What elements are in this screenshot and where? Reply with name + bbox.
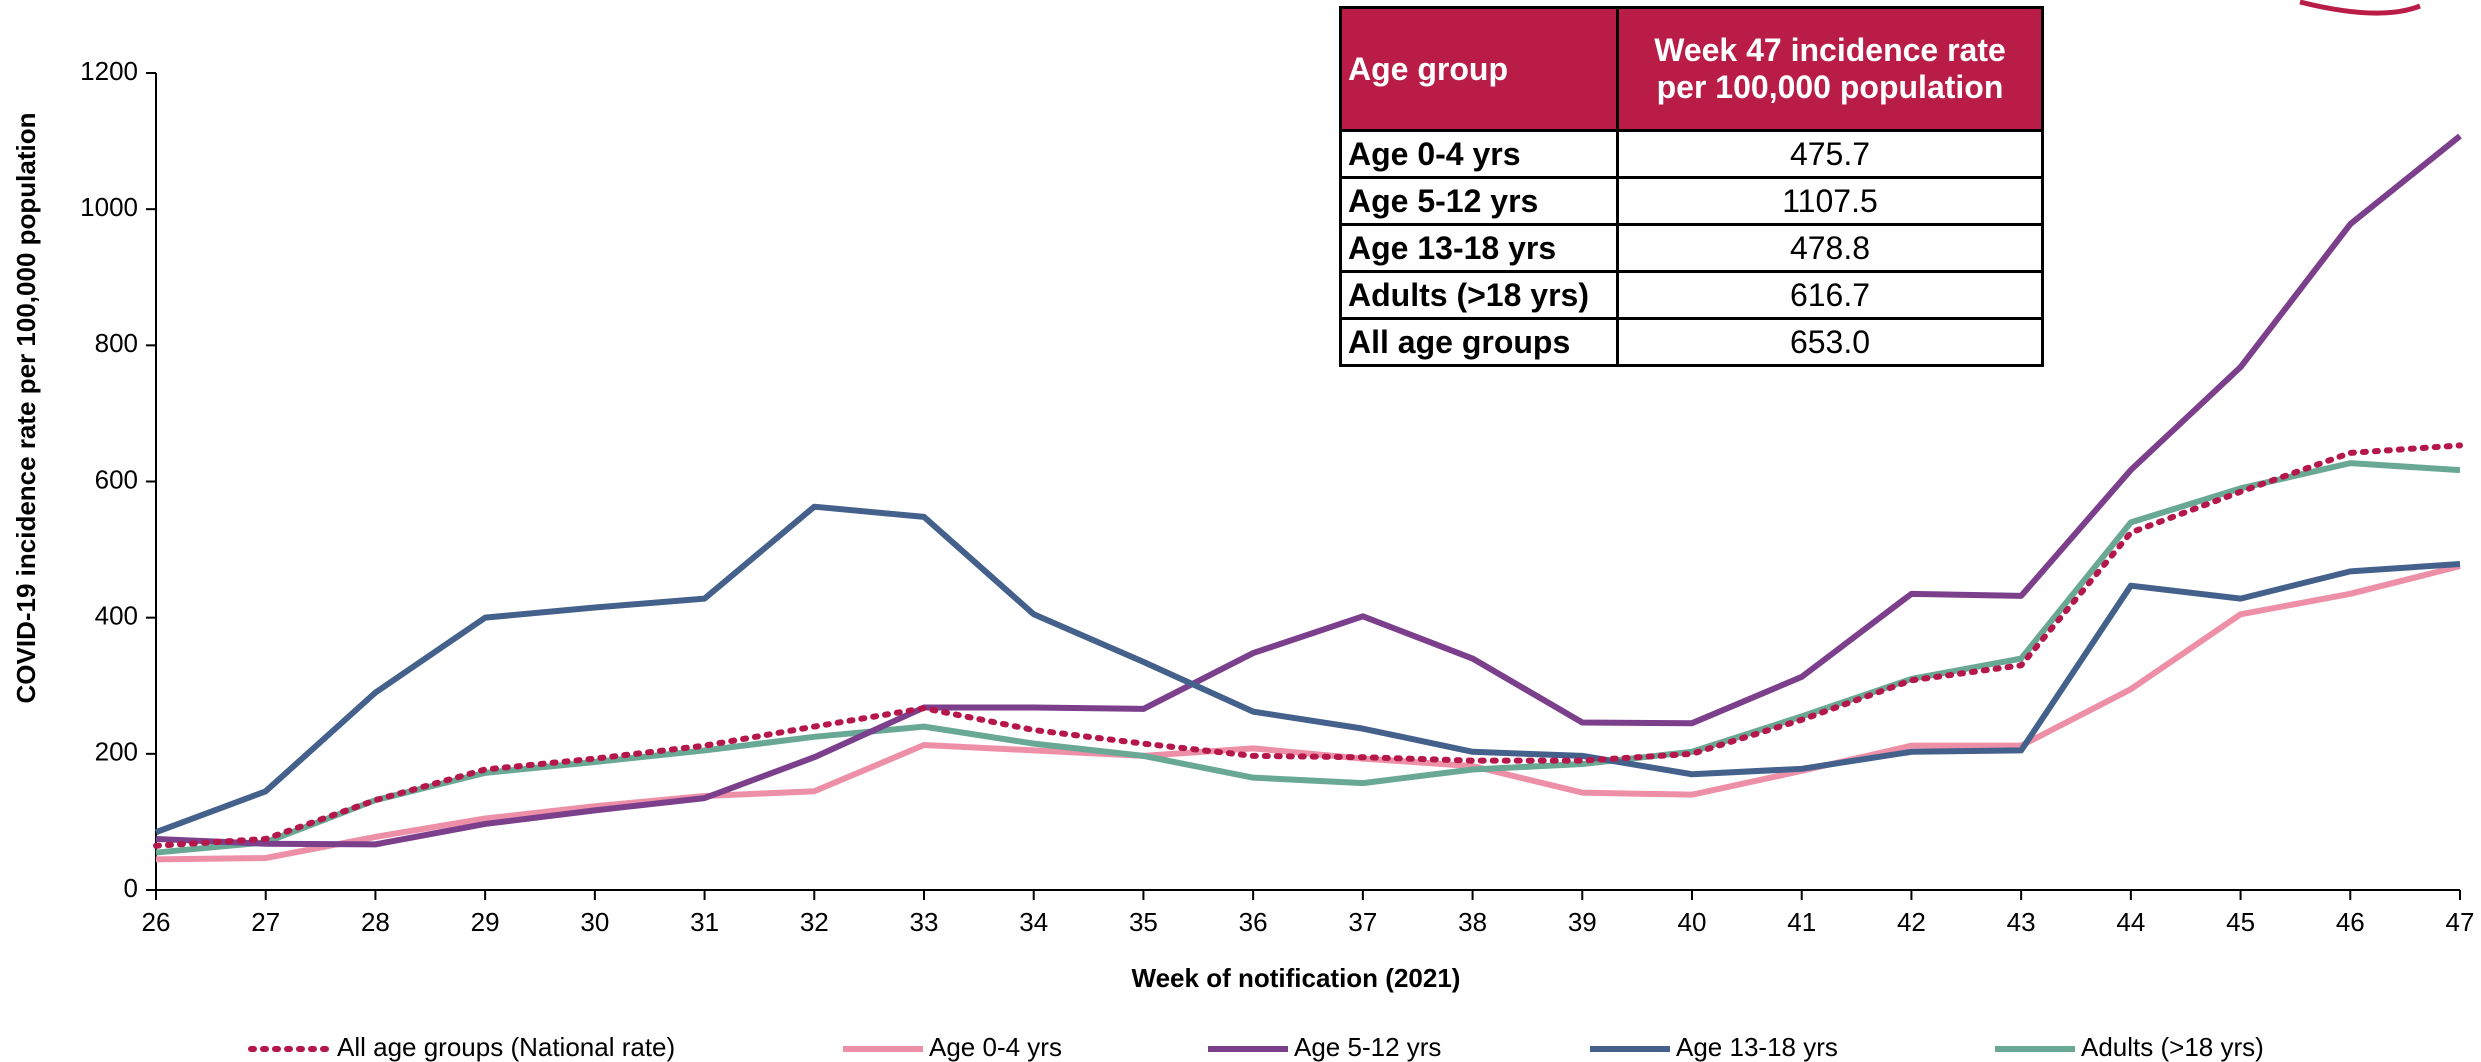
y-tick-label: 600 <box>95 464 138 494</box>
legend-label: Age 0-4 yrs <box>929 1032 1062 1062</box>
table-cell: 1107.5 <box>1616 176 2044 226</box>
x-tick-label: 39 <box>1568 907 1597 937</box>
x-tick-label: 32 <box>800 907 829 937</box>
y-tick-label: 200 <box>95 737 138 767</box>
y-tick-label: 1200 <box>80 56 138 86</box>
x-tick-label: 35 <box>1129 907 1158 937</box>
y-tick-label: 0 <box>124 873 138 903</box>
x-tick-label: 41 <box>1787 907 1816 937</box>
x-tick-label: 36 <box>1239 907 1268 937</box>
x-tick-label: 30 <box>580 907 609 937</box>
table-row: Adults (>18 yrs) 616.7 <box>1339 270 2044 320</box>
table-cell: 616.7 <box>1616 270 2044 320</box>
x-tick-label: 37 <box>1348 907 1377 937</box>
x-axis-title: Week of notification (2021) <box>1132 963 1461 993</box>
legend-label: All age groups (National rate) <box>337 1032 675 1062</box>
table-header-cell: Week 47 incidence rate per 100,000 popul… <box>1616 6 2044 132</box>
x-tick-label: 45 <box>2226 907 2255 937</box>
x-tick-label: 46 <box>2336 907 2365 937</box>
table-cell: 475.7 <box>1616 129 2044 179</box>
table-header-row: Age group Week 47 incidence rate per 100,… <box>1339 6 2044 132</box>
x-tick-label: 29 <box>471 907 500 937</box>
table-cell: Age 0-4 yrs <box>1339 129 1619 179</box>
x-tick-label: 44 <box>2116 907 2145 937</box>
table-row: Age 0-4 yrs 475.7 <box>1339 129 2044 179</box>
x-tick-label: 33 <box>910 907 939 937</box>
legend-label: Age 13-18 yrs <box>1676 1032 1838 1062</box>
x-tick-label: 28 <box>361 907 390 937</box>
series-line <box>155 563 2461 863</box>
table-header-cell: Age group <box>1339 6 1619 132</box>
y-tick-label: 400 <box>95 601 138 631</box>
table-row: Age 13-18 yrs 478.8 <box>1339 223 2044 273</box>
table-cell: Adults (>18 yrs) <box>1339 270 1619 320</box>
table-cell: Age 13-18 yrs <box>1339 223 1619 273</box>
x-tick-label: 34 <box>1019 907 1048 937</box>
series-line <box>155 460 2461 856</box>
x-tick-label: 38 <box>1458 907 1487 937</box>
x-tick-label: 31 <box>690 907 719 937</box>
table-row: All age groups 653.0 <box>1339 317 2044 367</box>
x-tick-label: 27 <box>251 907 280 937</box>
y-tick-label: 1000 <box>80 192 138 222</box>
x-tick-label: 43 <box>2007 907 2036 937</box>
series-line <box>155 133 2462 848</box>
legend-label: Age 5-12 yrs <box>1294 1032 1441 1062</box>
summary-table: Age group Week 47 incidence rate per 100,… <box>1339 6 2044 367</box>
table-cell: 478.8 <box>1616 223 2044 273</box>
table-row: Age 5-12 yrs 1107.5 <box>1339 176 2044 226</box>
x-tick-label: 42 <box>1897 907 1926 937</box>
x-tick-label: 40 <box>1678 907 1707 937</box>
legend-label: Adults (>18 yrs) <box>2081 1032 2264 1062</box>
y-tick-label: 800 <box>95 328 138 358</box>
logo-arc <box>2299 0 2421 16</box>
x-tick-label: 26 <box>142 907 171 937</box>
y-axis-title: COVID-19 incidence rate per 100,000 popu… <box>11 113 41 704</box>
x-tick-label: 47 <box>2446 907 2475 937</box>
table-cell: Age 5-12 yrs <box>1339 176 1619 226</box>
table-cell: All age groups <box>1339 317 1619 367</box>
series-line <box>154 503 2461 835</box>
series-line <box>153 442 2463 849</box>
table-cell: 653.0 <box>1616 317 2044 367</box>
